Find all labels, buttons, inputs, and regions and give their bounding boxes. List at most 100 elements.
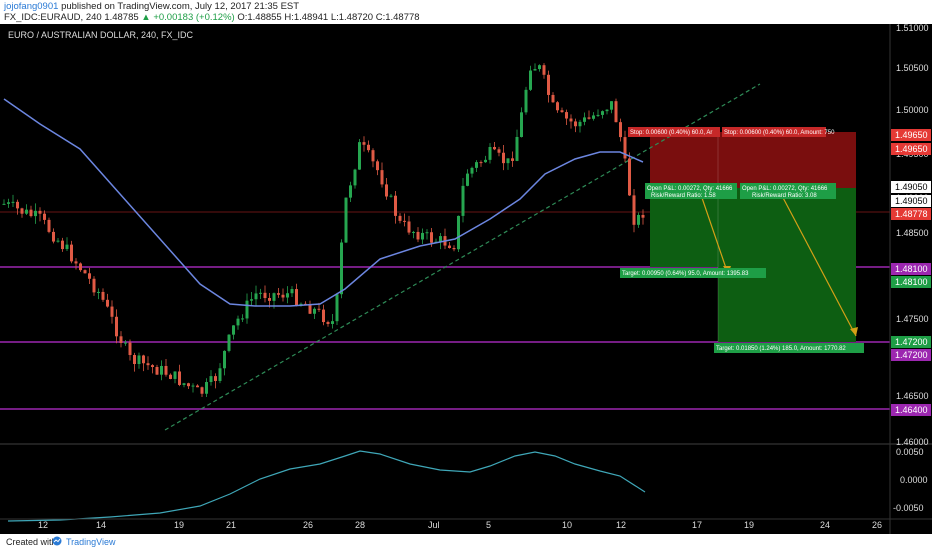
candle-body: [110, 306, 114, 317]
candle-body: [520, 112, 523, 137]
candle-body: [425, 232, 429, 234]
candle-body: [641, 214, 645, 218]
candle-body: [88, 273, 91, 279]
rr-label-1: Risk/Reward Ratio: 1.58: [651, 193, 716, 199]
change-text: ▲ +0.00183 (+0.12%): [141, 12, 235, 23]
candle-body: [506, 158, 510, 164]
x-tick: 12: [616, 520, 626, 530]
candle-body: [232, 325, 235, 335]
candle-body: [151, 365, 154, 368]
candle-body: [560, 110, 564, 113]
candle-body: [308, 304, 312, 314]
candle-body: [29, 209, 33, 217]
candle-body: [623, 137, 627, 159]
candle-body: [74, 261, 78, 264]
publish-line: jojofang0901 published on TradingView.co…: [4, 1, 299, 12]
target-price-label: 1.48100: [895, 277, 928, 287]
candle-body: [52, 231, 55, 242]
open-pnl-label-2: Open P&L: 0.00272, Qty: 41666: [742, 186, 828, 192]
candle-body: [101, 291, 105, 300]
tradingview-link[interactable]: TradingView: [66, 537, 116, 547]
candle-body: [340, 242, 343, 295]
target-zone-2[interactable]: [718, 188, 856, 342]
candles-group: [2, 63, 645, 398]
candle-body: [466, 173, 469, 186]
tradingview-logo-icon: [52, 536, 62, 546]
candle-body: [439, 236, 442, 242]
candle-body: [470, 167, 474, 174]
trend-line[interactable]: [164, 83, 761, 431]
candle-body: [416, 231, 420, 240]
candle-body: [385, 184, 388, 197]
chart-area[interactable]: 1.51000 1.50500 1.50000 1.49500 1.49000 …: [0, 24, 932, 534]
candle-body: [313, 308, 316, 314]
x-tick: 12: [38, 520, 48, 530]
arrow-1[interactable]: [699, 191, 729, 275]
target-zone-1[interactable]: [650, 188, 718, 267]
moving-average-line: [3, 98, 644, 307]
chart-header: jojofang0901 published on TradingView.co…: [0, 0, 932, 24]
candle-body: [376, 161, 379, 171]
target-label-2: Target: 0.01850 (1.24%) 185.0, Amount: 1…: [716, 346, 846, 352]
level-label-3: 1.46400: [895, 405, 928, 415]
candle-body: [259, 292, 262, 294]
stop-zone-1[interactable]: [650, 132, 718, 188]
candle-body: [7, 202, 10, 204]
y-tick: 1.46500: [896, 391, 929, 401]
candle-body: [178, 371, 181, 385]
ohlc-text: O:1.48855 H:1.48941 L:1.48720 C:1.48778: [237, 12, 420, 23]
candle-body: [182, 383, 186, 385]
target-price-label-2: 1.47200: [895, 337, 928, 347]
candle-body: [430, 232, 433, 243]
last-price-label: 1.48778: [895, 209, 928, 219]
candle-body: [367, 144, 370, 151]
stop-label-1: Stop: 0.00600 (0.40%) 60.0, Ar: [630, 130, 712, 136]
candle-body: [569, 118, 573, 122]
x-tick: Jul: [428, 520, 440, 530]
candle-body: [637, 214, 640, 225]
candle-body: [79, 263, 82, 271]
candle-body: [70, 244, 73, 262]
candle-body: [25, 209, 28, 214]
candle-body: [106, 299, 109, 307]
y-tick: 1.46000: [896, 437, 929, 447]
candle-body: [61, 240, 64, 250]
candle-body: [173, 371, 177, 379]
candle-body: [335, 294, 339, 322]
footer: Created with TradingView: [0, 534, 932, 550]
candle-body: [380, 170, 384, 185]
candle-body: [619, 122, 622, 138]
candle-body: [272, 293, 276, 301]
price-chart[interactable]: 1.51000 1.50500 1.50000 1.49500 1.49000 …: [0, 24, 932, 534]
quote-line: FX_IDC:EURAUD, 240 1.48785 ▲ +0.00183 (+…: [4, 12, 420, 23]
author-link[interactable]: jojofang0901: [4, 1, 59, 12]
level-label-2: 1.47200: [895, 350, 928, 360]
stop-price-label: 1.49650: [895, 130, 928, 140]
candle-body: [146, 363, 150, 366]
stop-price-label-2: 1.49650: [895, 144, 928, 154]
osc-tick: 0.0000: [900, 475, 928, 485]
candle-body: [236, 318, 240, 326]
candle-body: [38, 210, 42, 214]
candle-body: [628, 158, 631, 196]
candle-body: [529, 70, 532, 90]
candle-body: [601, 111, 604, 115]
stop-zone-2[interactable]: [718, 132, 856, 188]
candle-body: [286, 293, 289, 298]
candle-body: [547, 74, 550, 95]
candle-body: [479, 162, 483, 164]
y-tick: 1.50000: [896, 105, 929, 115]
candle-body: [196, 385, 199, 388]
candle-body: [421, 232, 424, 240]
candle-body: [11, 201, 15, 203]
candle-body: [133, 355, 136, 365]
arrow-2[interactable]: [779, 191, 857, 337]
candle-body: [605, 109, 609, 112]
candle-body: [452, 247, 456, 250]
candle-body: [515, 136, 519, 161]
x-tick: 5: [486, 520, 491, 530]
candle-body: [241, 318, 244, 320]
candle-body: [16, 201, 19, 209]
candle-body: [245, 300, 249, 319]
candle-body: [268, 298, 271, 301]
